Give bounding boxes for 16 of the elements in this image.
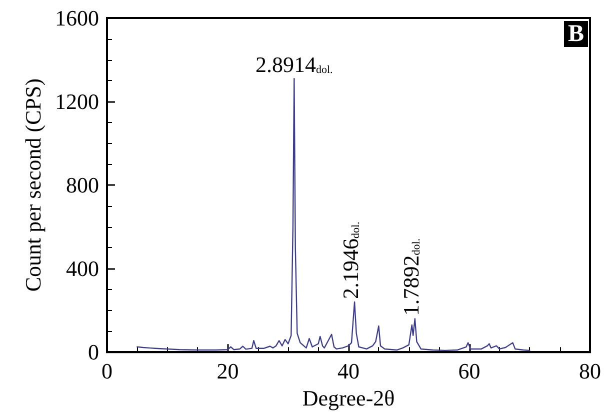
x-tick-label: 60 [458, 358, 480, 384]
y-tick-label: 800 [66, 172, 99, 198]
y-tick-label: 1600 [55, 6, 99, 30]
x-tick-label: 40 [338, 358, 360, 384]
y-axis-title: Count per second (CPS) [20, 78, 46, 292]
y-tick-label: 1200 [55, 89, 99, 114]
y-tick-label: 400 [66, 256, 99, 282]
x-tick-label: 20 [216, 358, 239, 384]
annotation: B [568, 21, 584, 47]
annotation: 2.8914dol. [256, 52, 334, 78]
line-series [136, 78, 530, 352]
annotation: 2.1946dol. [338, 221, 364, 299]
x-tick-label: 80 [579, 358, 601, 384]
x-axis-title: Degree-2θ [302, 386, 395, 410]
annotation: 1.7892dol. [398, 238, 424, 316]
y-tick-label: 0 [88, 340, 99, 365]
